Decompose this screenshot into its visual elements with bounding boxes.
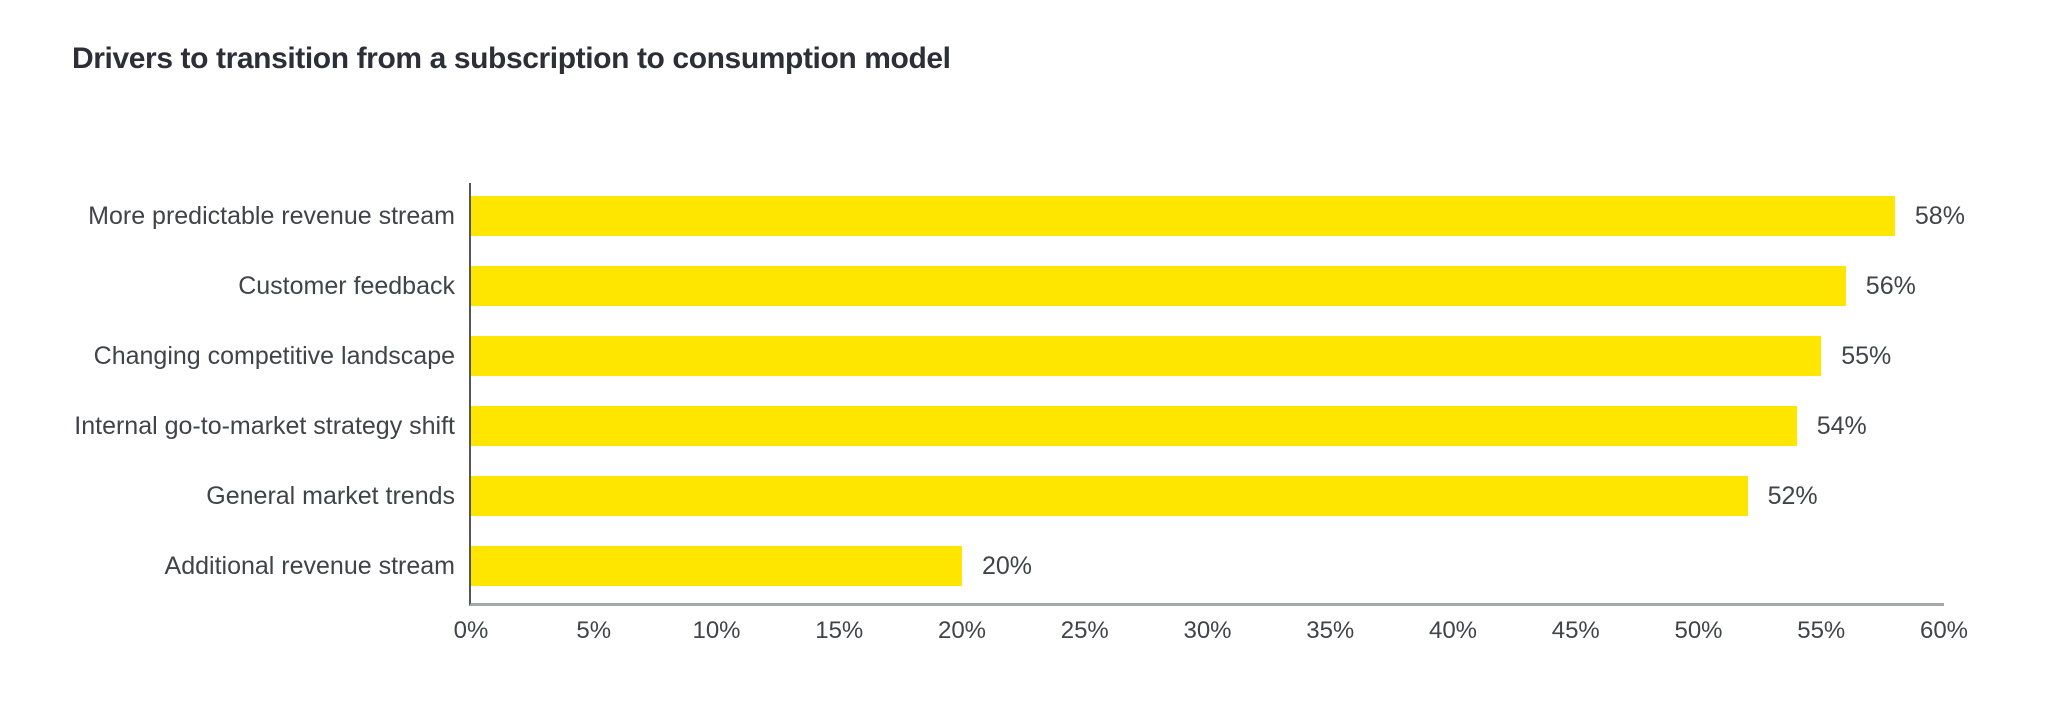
x-axis-tick-label: 25% <box>1060 617 1109 644</box>
category-label: General market trends <box>206 482 455 510</box>
category-label: Additional revenue stream <box>164 552 455 580</box>
x-axis-tick-label: 20% <box>937 617 987 644</box>
x-axis-tick-label: 30% <box>1183 617 1232 644</box>
bar <box>471 336 1822 376</box>
bar-row: 20% <box>471 546 1944 586</box>
category-label: Internal go-to-market strategy shift <box>74 412 455 440</box>
x-axis-tick-label: 45% <box>1551 617 1600 644</box>
x-axis-tick-label: 15% <box>815 617 864 644</box>
value-label: 52% <box>1767 481 1818 510</box>
bar-row: 55% <box>471 336 1944 376</box>
x-axis-tick-label: 35% <box>1306 617 1355 644</box>
x-axis-tick-label: 55% <box>1797 617 1846 644</box>
category-label: Customer feedback <box>238 272 455 300</box>
category-label: Changing competitive landscape <box>93 342 455 370</box>
value-label: 55% <box>1841 341 1892 370</box>
x-axis-tick-label: 40% <box>1428 617 1478 644</box>
value-label: 58% <box>1914 201 1965 230</box>
bar <box>471 196 1895 236</box>
chart-title: Drivers to transition from a subscriptio… <box>72 42 951 75</box>
bar <box>471 476 1748 516</box>
bar <box>471 406 1797 446</box>
bar-row: 52% <box>471 476 1944 516</box>
x-axis-tick-label: 60% <box>1919 617 1969 644</box>
category-label: More predictable revenue stream <box>88 202 455 230</box>
value-label: 54% <box>1816 411 1867 440</box>
plot-area: More predictable revenue stream 58% Custom… <box>74 183 1968 644</box>
x-axis-tick-label: 5% <box>576 617 612 644</box>
bar-row: 58% <box>471 196 1965 236</box>
x-axis-tick-label: 0% <box>453 617 489 644</box>
value-label: 56% <box>1865 271 1916 300</box>
bar-row: 56% <box>471 266 1944 306</box>
bar <box>471 546 962 586</box>
bar <box>471 266 1846 306</box>
x-axis-tick-label: 10% <box>692 617 741 644</box>
x-axis-tick-label: 50% <box>1674 617 1723 644</box>
bar-row: 54% <box>471 406 1944 446</box>
value-label: 20% <box>982 551 1033 580</box>
